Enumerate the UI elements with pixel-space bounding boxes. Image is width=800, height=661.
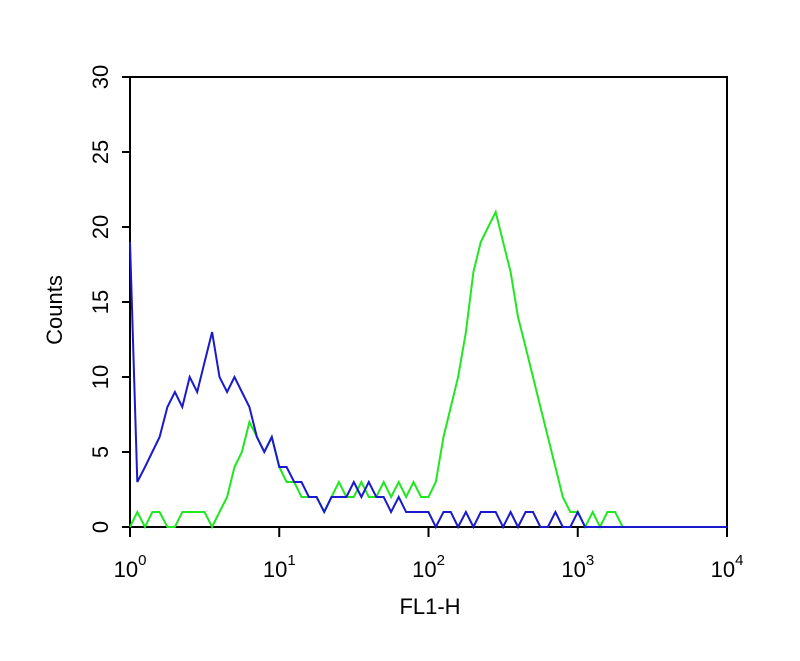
x-tick-base: 10 bbox=[114, 557, 138, 582]
x-tick-base: 10 bbox=[561, 557, 585, 582]
histogram-line bbox=[129, 241, 727, 530]
y-tick-label: 0 bbox=[88, 521, 113, 533]
x-tick-exponent: 3 bbox=[586, 552, 594, 569]
histogram-line bbox=[129, 209, 727, 530]
y-tick-label: 10 bbox=[88, 365, 113, 389]
y-tick-label: 25 bbox=[88, 140, 113, 164]
x-tick-exponent: 2 bbox=[437, 552, 445, 569]
x-tick-label: 104 bbox=[711, 552, 744, 582]
plot-frame bbox=[129, 76, 728, 528]
x-tick-label: 101 bbox=[263, 552, 296, 582]
x-tick-base: 10 bbox=[711, 557, 735, 582]
x-tick-exponent: 0 bbox=[138, 552, 146, 569]
x-axis-label: FL1-H bbox=[399, 594, 460, 619]
y-tick-label: 15 bbox=[88, 290, 113, 314]
y-axis-label: Counts bbox=[42, 275, 67, 345]
x-tick-base: 10 bbox=[263, 557, 287, 582]
x-tick-exponent: 1 bbox=[287, 552, 295, 569]
x-tick-exponent: 4 bbox=[735, 552, 743, 569]
y-tick-label: 20 bbox=[88, 215, 113, 239]
y-tick-label: 30 bbox=[88, 65, 113, 89]
y-tick-label: 5 bbox=[88, 446, 113, 458]
x-tick-label: 103 bbox=[561, 552, 594, 582]
x-tick-base: 10 bbox=[412, 557, 436, 582]
x-tick-label: 100 bbox=[114, 552, 147, 582]
x-tick-label: 102 bbox=[412, 552, 445, 582]
